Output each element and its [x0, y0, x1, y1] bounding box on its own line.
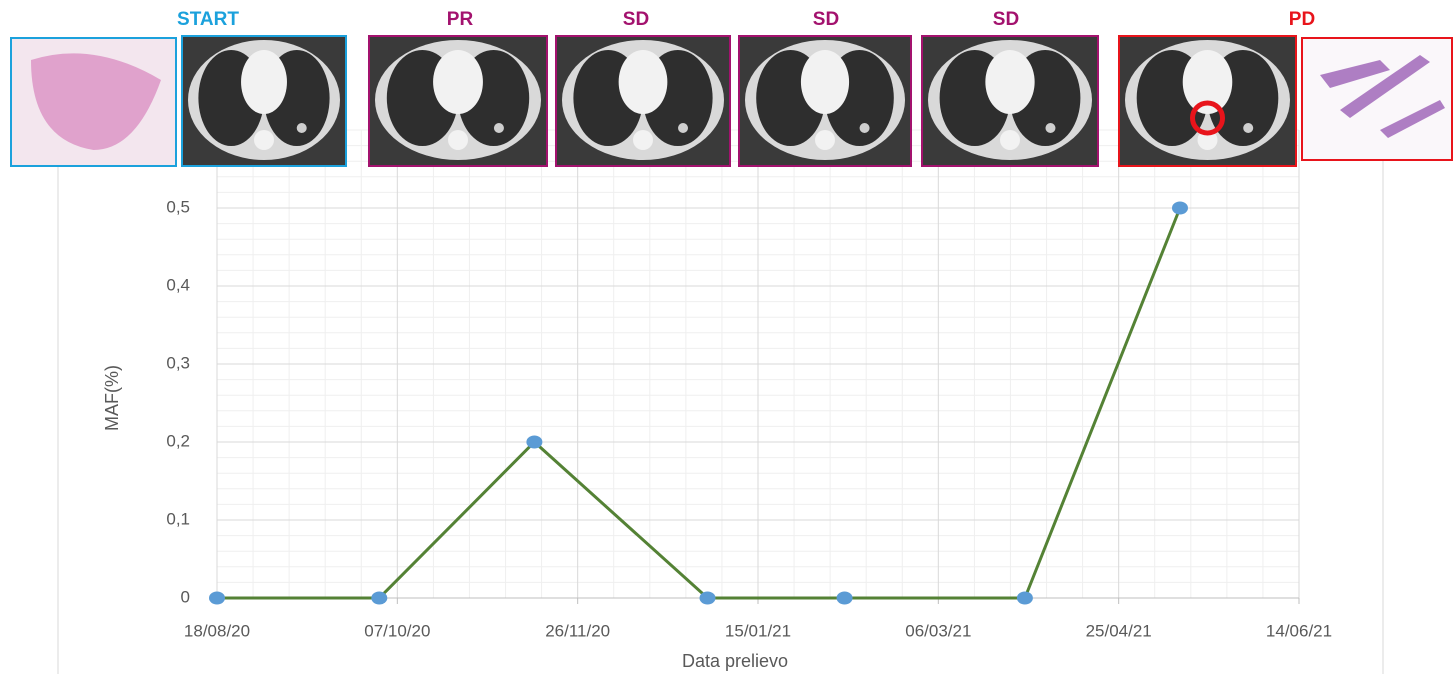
ct-scan	[369, 36, 547, 166]
spine	[815, 130, 835, 150]
y-tick-label: 0,2	[166, 431, 190, 450]
heart	[619, 50, 668, 114]
data-point	[209, 592, 225, 605]
status-label: START	[177, 9, 239, 30]
heart	[985, 50, 1034, 114]
x-tick-label: 18/08/20	[184, 621, 250, 640]
x-axis-title: Data prelievo	[682, 651, 788, 671]
data-point	[837, 592, 853, 605]
status-label: SD	[623, 9, 649, 30]
scan-strip	[11, 36, 1452, 166]
y-tick-label: 0,3	[166, 353, 190, 372]
lesion	[678, 123, 688, 133]
x-tick-label: 26/11/20	[545, 621, 610, 640]
data-point	[1017, 592, 1033, 605]
data-point	[371, 592, 387, 605]
ct-scan	[556, 36, 730, 166]
status-label: PD	[1289, 9, 1315, 30]
ct-scan	[739, 36, 911, 166]
ct-scan	[1119, 36, 1296, 166]
grid	[217, 130, 1299, 598]
y-axis-title: MAF(%)	[102, 365, 122, 431]
ct-scan	[182, 36, 346, 166]
x-tick-label: 25/04/21	[1086, 621, 1152, 640]
lesion	[860, 123, 870, 133]
lesion	[1243, 123, 1253, 133]
heart	[241, 50, 287, 114]
data-point	[700, 592, 716, 605]
x-tick-label: 14/06/21	[1266, 621, 1332, 640]
spine	[1000, 130, 1020, 150]
status-label: SD	[813, 9, 839, 30]
spine	[254, 130, 274, 150]
histology-slide	[1302, 38, 1452, 160]
x-tick-label: 06/03/21	[905, 621, 971, 640]
chart: Data prelievo MAF(%) 0 0,1 0,2 0,3 0,4 0,5 18/…	[0, 0, 1453, 674]
x-tick-label: 07/10/20	[364, 621, 430, 640]
y-tick-label: 0	[181, 587, 190, 606]
lesion	[297, 123, 307, 133]
y-tick-label: 0,5	[166, 197, 190, 216]
x-tick-label: 15/01/21	[725, 621, 791, 640]
y-tick-label: 0,4	[166, 275, 190, 294]
spine	[448, 130, 468, 150]
lesion	[494, 123, 504, 133]
lesion	[1045, 123, 1055, 133]
spine	[633, 130, 653, 150]
status-label: PR	[447, 9, 474, 30]
status-label: SD	[993, 9, 1019, 30]
heart	[433, 50, 483, 114]
histology-slide	[11, 38, 176, 166]
data-point	[526, 436, 542, 449]
ct-scan	[922, 36, 1098, 166]
data-point	[1172, 202, 1188, 215]
y-tick-label: 0,1	[166, 509, 190, 528]
heart	[801, 50, 849, 114]
